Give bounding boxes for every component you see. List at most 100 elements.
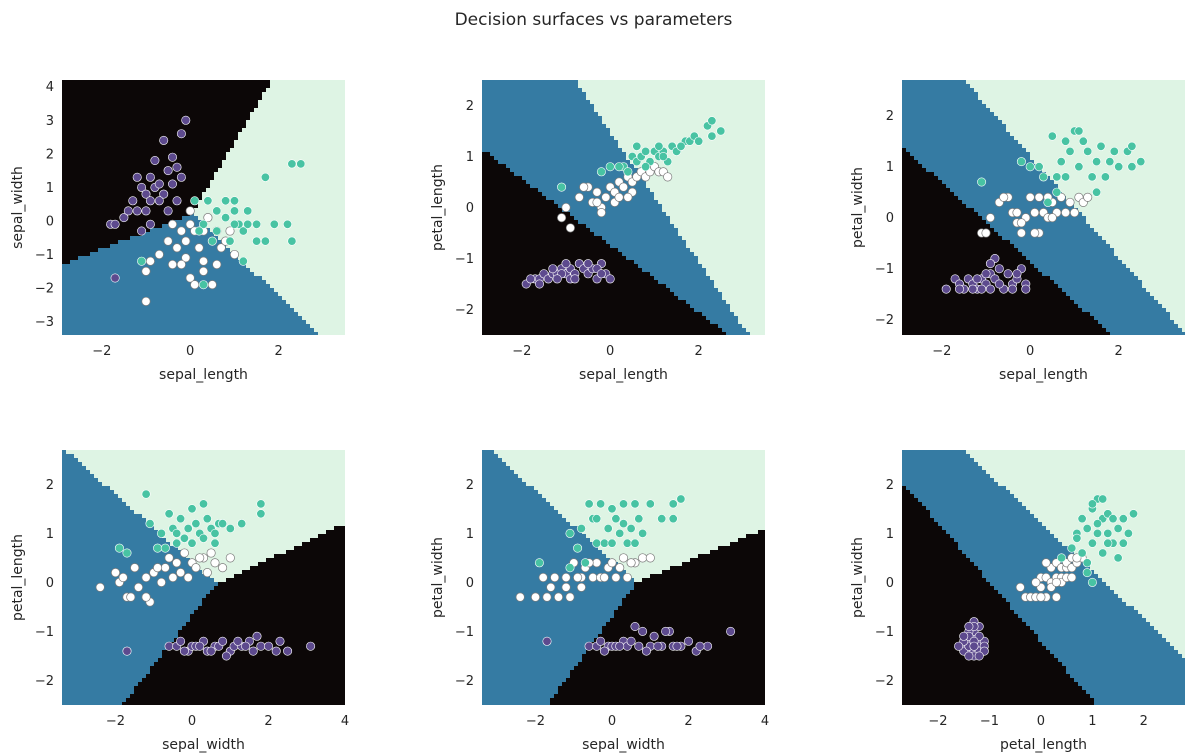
data-point-versicolor — [608, 559, 616, 567]
data-point-virginica — [230, 207, 238, 215]
data-point-virginica — [646, 500, 654, 508]
y-tick-label: 2 — [46, 147, 54, 162]
data-point-versicolor — [562, 583, 570, 591]
data-point-versicolor — [543, 593, 551, 601]
y-tick-label: 0 — [46, 214, 54, 229]
y-tick-label: 4 — [46, 80, 54, 95]
data-point-virginica — [1078, 549, 1086, 557]
data-point-versicolor — [516, 593, 524, 601]
data-point-setosa — [306, 642, 314, 650]
data-point-virginica — [230, 197, 238, 205]
data-point-versicolor — [142, 297, 150, 305]
data-point-setosa — [207, 647, 215, 655]
data-point-setosa — [177, 130, 185, 138]
data-point-virginica — [585, 500, 593, 508]
data-point-setosa — [168, 153, 176, 161]
data-point-versicolor — [203, 568, 211, 576]
data-point-versicolor — [547, 583, 555, 591]
data-point-virginica — [1061, 137, 1069, 145]
data-point-versicolor — [157, 578, 165, 586]
data-point-virginica — [1066, 147, 1074, 155]
y-tick-label: 2 — [886, 478, 894, 493]
x-tick-label: 4 — [341, 714, 349, 729]
data-point-setosa — [585, 642, 593, 650]
data-point-virginica — [211, 529, 219, 537]
data-point-versicolor — [169, 573, 177, 581]
data-point-versicolor — [142, 593, 150, 601]
data-point-virginica — [631, 500, 639, 508]
x-tick-label: −1 — [980, 714, 999, 729]
data-point-versicolor — [127, 593, 135, 601]
data-point-virginica — [1129, 510, 1137, 518]
data-point-virginica — [1068, 544, 1076, 552]
data-point-virginica — [641, 147, 649, 155]
data-point-virginica — [708, 117, 716, 125]
data-point-virginica — [708, 132, 716, 140]
y-axis-label: sepal_width — [10, 166, 26, 249]
data-point-virginica — [1101, 173, 1109, 181]
data-point-virginica — [211, 539, 219, 547]
data-point-virginica — [153, 544, 161, 552]
data-point-versicolor — [161, 564, 169, 572]
data-point-setosa — [124, 207, 132, 215]
y-tick-label: 0 — [466, 201, 474, 216]
data-point-setosa — [173, 197, 181, 205]
data-point-virginica — [1104, 529, 1112, 537]
data-point-virginica — [221, 213, 229, 221]
y-tick-label: 1 — [46, 527, 54, 542]
data-point-virginica — [226, 524, 234, 532]
data-point-versicolor — [580, 183, 588, 191]
data-point-virginica — [1106, 157, 1114, 165]
data-point-versicolor — [557, 214, 565, 222]
data-point-setosa — [272, 647, 280, 655]
data-point-versicolor — [562, 203, 570, 211]
y-tick-label: −2 — [455, 303, 474, 318]
data-point-virginica — [593, 539, 601, 547]
y-axis-label: petal_width — [430, 537, 446, 618]
data-point-setosa — [642, 647, 650, 655]
data-point-setosa — [977, 285, 985, 293]
data-point-versicolor — [184, 573, 192, 581]
data-point-virginica — [1083, 559, 1091, 567]
x-axis-label: sepal_length — [579, 367, 668, 383]
data-point-versicolor — [173, 244, 181, 252]
data-point-virginica — [677, 495, 685, 503]
data-point-virginica — [1088, 578, 1096, 586]
data-point-versicolor — [195, 244, 203, 252]
data-point-setosa — [562, 259, 570, 267]
data-point-virginica — [261, 173, 269, 181]
y-tick-label: 1 — [886, 160, 894, 175]
data-point-setosa — [571, 275, 579, 283]
data-point-virginica — [252, 237, 260, 245]
y-tick-label: 1 — [886, 527, 894, 542]
data-point-setosa — [168, 180, 176, 188]
data-point-versicolor — [155, 250, 163, 258]
data-point-versicolor — [1017, 229, 1025, 237]
data-point-setosa — [146, 220, 154, 228]
data-point-virginica — [627, 524, 635, 532]
data-point-virginica — [1057, 554, 1065, 562]
data-point-versicolor — [153, 564, 161, 572]
data-point-setosa — [635, 642, 643, 650]
data-point-versicolor — [562, 573, 570, 581]
data-point-virginica — [1099, 495, 1107, 503]
data-point-virginica — [658, 515, 666, 523]
data-point-versicolor — [664, 173, 672, 181]
data-point-virginica — [199, 281, 207, 289]
data-point-virginica — [641, 163, 649, 171]
y-axis-label: petal_length — [430, 164, 446, 251]
data-point-versicolor — [589, 573, 597, 581]
y-axis-label: petal_width — [850, 167, 866, 248]
y-tick-label: −2 — [455, 674, 474, 689]
x-tick-label: 4 — [761, 714, 769, 729]
x-tick-label: −2 — [92, 344, 111, 359]
data-point-setosa — [942, 285, 950, 293]
data-point-setosa — [142, 207, 150, 215]
data-point-virginica — [566, 529, 574, 537]
data-point-setosa — [703, 642, 711, 650]
data-point-setosa — [164, 166, 172, 174]
data-point-virginica — [608, 505, 616, 513]
data-point-versicolor — [1084, 193, 1092, 201]
